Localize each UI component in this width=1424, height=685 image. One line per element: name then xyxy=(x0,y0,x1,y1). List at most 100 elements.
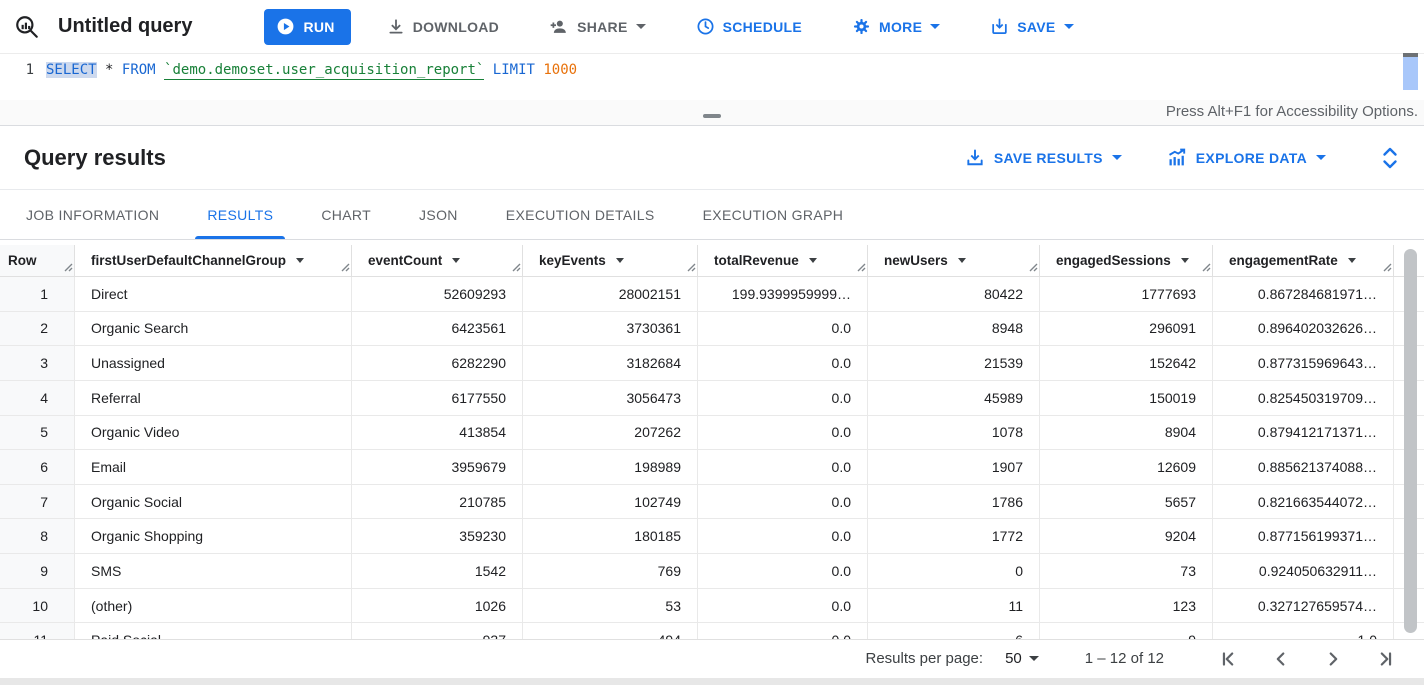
table-cell: 199.9399959999… xyxy=(698,277,868,311)
table-cell: 359230 xyxy=(352,519,523,554)
first-page-icon[interactable] xyxy=(1218,648,1240,670)
table-cell: 198989 xyxy=(523,450,698,484)
expand-results-icon[interactable] xyxy=(1380,145,1400,171)
table-cell: 1078 xyxy=(868,415,1040,450)
table-cell: 9204 xyxy=(1040,519,1213,554)
scrollbar-thumb[interactable] xyxy=(1404,249,1417,633)
table-cell: 5657 xyxy=(1040,484,1213,519)
table-cell: 1907 xyxy=(868,450,1040,484)
row-number-cell: 3 xyxy=(0,346,75,380)
table-cell: Direct xyxy=(75,277,352,311)
column-menu-icon[interactable] xyxy=(957,258,966,263)
column-menu-icon[interactable] xyxy=(452,258,461,263)
column-header-totalRevenue[interactable]: totalRevenue xyxy=(698,245,868,276)
tab-execution-graph[interactable]: EXECUTION GRAPH xyxy=(702,206,844,223)
schedule-button[interactable]: SCHEDULE xyxy=(688,9,810,45)
column-menu-icon[interactable] xyxy=(1180,258,1189,263)
column-resize-handle[interactable] xyxy=(1383,260,1392,275)
column-resize-handle[interactable] xyxy=(512,260,521,275)
table-cell: 73 xyxy=(1040,554,1213,588)
table-row: 7 Organic Social 210785 102749 0.0 1786 5657 0.… xyxy=(0,484,1424,520)
table-cell: 3730361 xyxy=(523,311,698,346)
row-number-cell: 1 xyxy=(0,277,75,311)
line-number: 1 xyxy=(25,62,34,78)
column-menu-icon[interactable] xyxy=(615,258,624,263)
column-resize-handle[interactable] xyxy=(341,260,350,275)
table-cell: 937 xyxy=(352,623,523,639)
sql-star: * xyxy=(105,62,114,78)
table-cell: 12609 xyxy=(1040,450,1213,484)
table-cell: 494 xyxy=(523,623,698,639)
table-cell: 53 xyxy=(523,588,698,623)
column-menu-icon[interactable] xyxy=(1347,258,1356,263)
row-number-cell: 8 xyxy=(0,519,75,554)
share-button[interactable]: SHARE xyxy=(541,9,654,45)
row-number-cell: 7 xyxy=(0,484,75,519)
column-resize-handle[interactable] xyxy=(1029,260,1038,275)
next-page-icon[interactable] xyxy=(1322,648,1344,670)
tab-results[interactable]: RESULTS xyxy=(183,190,297,239)
column-resize-handle[interactable] xyxy=(687,260,696,275)
table-cell: 0.867284681971… xyxy=(1213,277,1394,311)
column-resize-handle[interactable] xyxy=(857,260,866,275)
table-cell: 0.0 xyxy=(698,380,868,415)
sql-code-line[interactable]: 1 SELECT * FROM `demo.demoset.user_acquis… xyxy=(0,53,1424,90)
table-cell: 0 xyxy=(868,554,1040,588)
previous-page-icon[interactable] xyxy=(1270,648,1292,670)
query-magnifier-icon xyxy=(14,14,40,40)
column-header-engagedSessions[interactable]: engagedSessions xyxy=(1040,245,1213,276)
table-cell: 210785 xyxy=(352,484,523,519)
explore-data-button[interactable]: EXPLORE DATA xyxy=(1166,147,1326,168)
column-resize-handle[interactable] xyxy=(1202,260,1211,275)
table-cell: Organic Search xyxy=(75,311,352,346)
table-cell: 1542 xyxy=(352,554,523,588)
results-per-page-label: Results per page: xyxy=(865,650,984,667)
table-cell: 0.879412171371… xyxy=(1213,415,1394,450)
table-row: 8 Organic Shopping 359230 180185 0.0 1772 9204… xyxy=(0,519,1424,555)
save-button[interactable]: SAVE xyxy=(982,9,1081,45)
column-header-engagementRate[interactable]: engagementRate xyxy=(1213,245,1394,276)
tab-job-information[interactable]: JOB INFORMATION xyxy=(26,206,160,223)
table-cell: 207262 xyxy=(523,415,698,450)
column-resize-handle[interactable] xyxy=(64,260,73,275)
table-cell: 8948 xyxy=(868,311,1040,346)
table-cell: 6 xyxy=(868,623,1040,639)
table-horizontal-scrollbar[interactable] xyxy=(0,678,1424,685)
table-cell: Organic Social xyxy=(75,484,352,519)
last-page-icon[interactable] xyxy=(1374,648,1396,670)
download-button[interactable]: DOWNLOAD xyxy=(379,9,507,45)
column-header-eventCount[interactable]: eventCount xyxy=(352,245,523,276)
sql-editor[interactable]: 1 SELECT * FROM `demo.demoset.user_acquis… xyxy=(0,53,1424,100)
editor-overview-marker xyxy=(1403,53,1418,57)
table-cell: 0.0 xyxy=(698,623,868,639)
table-cell: 6177550 xyxy=(352,380,523,415)
column-menu-icon[interactable] xyxy=(296,258,305,263)
table-cell: 0.0 xyxy=(698,519,868,554)
more-button[interactable]: MORE xyxy=(844,9,948,45)
column-header-keyEvents[interactable]: keyEvents xyxy=(523,245,698,276)
splitter-drag-handle[interactable] xyxy=(703,114,721,118)
table-cell: (other) xyxy=(75,588,352,623)
table-cell: 3182684 xyxy=(523,346,698,380)
save-results-button[interactable]: SAVE RESULTS xyxy=(965,148,1122,168)
column-header-firstUserDefaultChannelGroup[interactable]: firstUserDefaultChannelGroup xyxy=(75,245,352,276)
table-cell: 0.0 xyxy=(698,415,868,450)
page-size-select[interactable]: 50 xyxy=(1005,650,1039,667)
column-menu-icon[interactable] xyxy=(808,258,817,263)
table-cell: 0.0 xyxy=(698,346,868,380)
run-button[interactable]: RUN xyxy=(264,8,351,45)
editor-scrollbar-thumb[interactable] xyxy=(1403,57,1418,90)
save-results-icon xyxy=(965,148,985,168)
results-table: Row firstUserDefaultChannelGroup eventCo… xyxy=(0,245,1424,639)
tab-json[interactable]: JSON xyxy=(419,206,458,223)
table-cell: 45989 xyxy=(868,380,1040,415)
table-cell: 296091 xyxy=(1040,311,1213,346)
row-number-cell: 11 xyxy=(0,623,75,639)
table-cell: 150019 xyxy=(1040,380,1213,415)
column-header-newUsers[interactable]: newUsers xyxy=(868,245,1040,276)
sql-table-reference[interactable]: `demo.demoset.user_acquisition_report` xyxy=(164,62,485,80)
tab-chart[interactable]: CHART xyxy=(321,206,372,223)
table-vertical-scrollbar[interactable] xyxy=(1404,245,1417,639)
tab-execution-details[interactable]: EXECUTION DETAILS xyxy=(505,206,655,223)
